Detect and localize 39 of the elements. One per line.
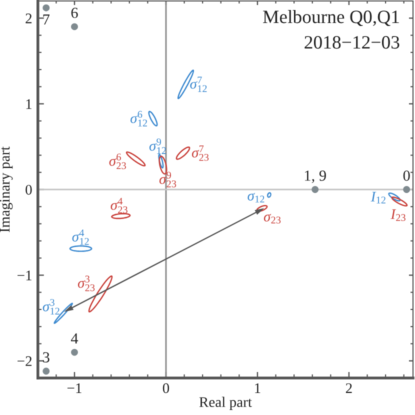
x-tick-label: −1 — [67, 383, 82, 393]
point — [42, 4, 50, 12]
y-tick-label: 1 — [26, 99, 32, 109]
series-label: σ$_{12}$ — [248, 192, 264, 202]
annotation: 1, 9 — [304, 170, 326, 184]
series-label: σ$^{4}$$_{12}$ — [72, 229, 89, 245]
chart-title: Melbourne Q0,Q1 — [263, 10, 399, 26]
annotation: 3 — [43, 352, 50, 362]
series-label: σ$^{3}$$_{12}$ — [42, 299, 60, 315]
y-tick-label: 0 — [26, 184, 32, 195]
series-label: σ$^{7}$$_{12}$ — [190, 76, 207, 92]
annotation: 4 — [70, 333, 78, 344]
point — [64, 305, 74, 312]
x-tick-label: 2 — [346, 383, 352, 393]
point — [254, 208, 264, 215]
annotation: 6 — [71, 8, 78, 18]
series-label: I$_{12}$ — [370, 192, 386, 204]
annotation: 7 — [43, 14, 50, 25]
x-tick-label: 0 — [162, 383, 170, 394]
series-label: σ$^{6}$$_{23}$ — [109, 154, 126, 170]
point — [403, 186, 410, 193]
y-axis-title: Imaginary part — [0, 146, 13, 232]
annotation: 0 — [403, 170, 410, 181]
point — [312, 186, 319, 193]
series-label: σ$^{6}$$_{12}$ — [130, 110, 148, 126]
x-axis-title: Real part — [199, 396, 252, 410]
y-tick-label: 2 — [26, 14, 32, 24]
text: 2018−12−03 — [304, 36, 400, 49]
point — [71, 348, 78, 356]
series-label: σ$_{23}$ — [264, 214, 281, 224]
y-tick-label: −1 — [18, 270, 32, 280]
series-label: σ$^{7}$$_{23}$ — [192, 145, 209, 161]
series-label: σ$^{4}$$_{23}$ — [110, 198, 128, 214]
point — [42, 368, 50, 375]
y-tick-label: −2 — [18, 356, 32, 366]
x-tick-label: 1 — [255, 383, 260, 393]
series-label: σ$^{3}$$_{23}$ — [78, 276, 95, 292]
series-label: I$_{23}$ — [390, 209, 406, 222]
point — [71, 23, 78, 30]
